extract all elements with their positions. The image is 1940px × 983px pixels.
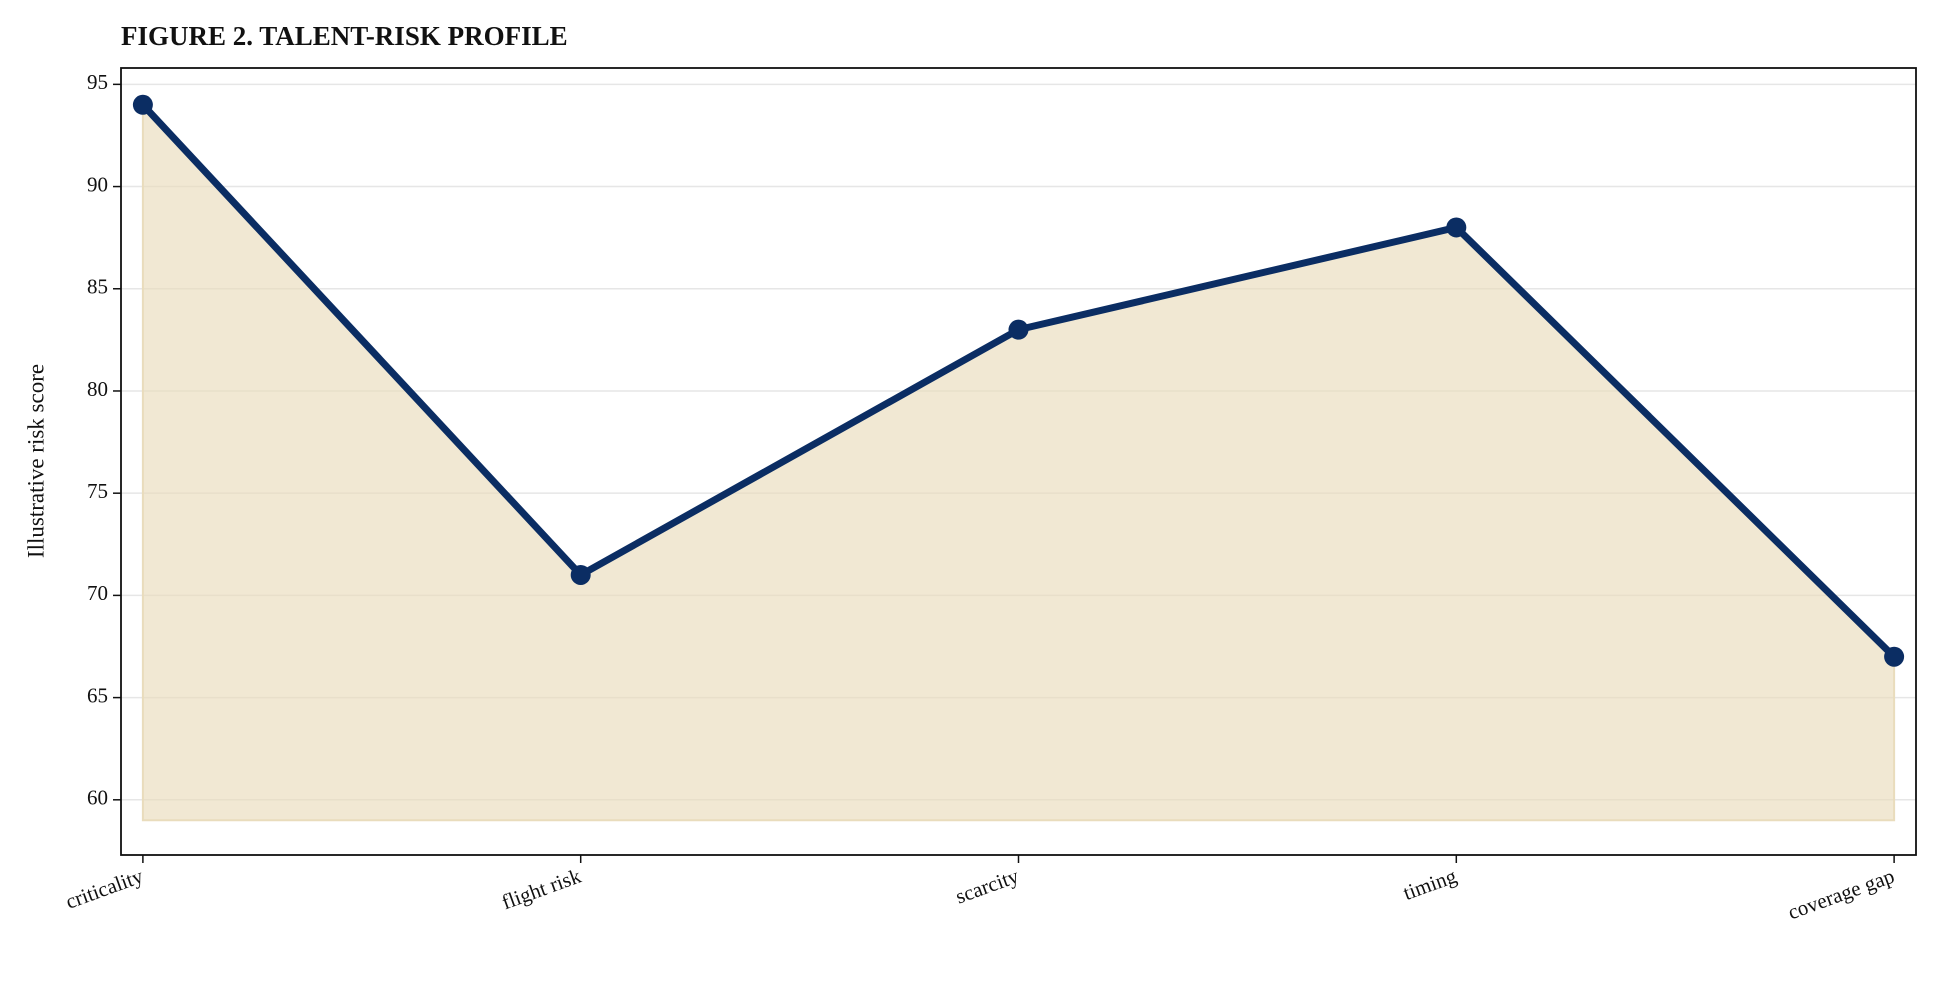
x-tick-label: scarcity xyxy=(952,863,1022,908)
plot-frame xyxy=(120,67,1917,856)
y-tick-label: 95 xyxy=(87,70,108,94)
x-tick-label: flight risk xyxy=(499,863,585,914)
x-tick-label: coverage gap xyxy=(1785,864,1898,925)
point xyxy=(1446,217,1467,238)
point xyxy=(1884,646,1905,667)
point xyxy=(1008,319,1029,340)
y-tick-label: 85 xyxy=(87,275,108,299)
x-tick-label: timing xyxy=(1400,863,1460,904)
y-tick-label: 80 xyxy=(87,377,108,401)
y-tick-label: 60 xyxy=(87,786,108,810)
y-tick-label: 90 xyxy=(87,172,108,196)
y-tick-label: 70 xyxy=(87,581,108,605)
y-axis-label: Illustrative risk score xyxy=(23,364,48,558)
y-tick-label: 65 xyxy=(87,683,108,707)
area xyxy=(141,102,1896,822)
point xyxy=(570,564,591,585)
point xyxy=(132,94,153,115)
y-tick-label: 75 xyxy=(87,479,108,503)
x-tick-label: criticality xyxy=(62,863,146,913)
chart-title: FIGURE 2. TALENT-RISK PROFILE xyxy=(121,21,568,51)
